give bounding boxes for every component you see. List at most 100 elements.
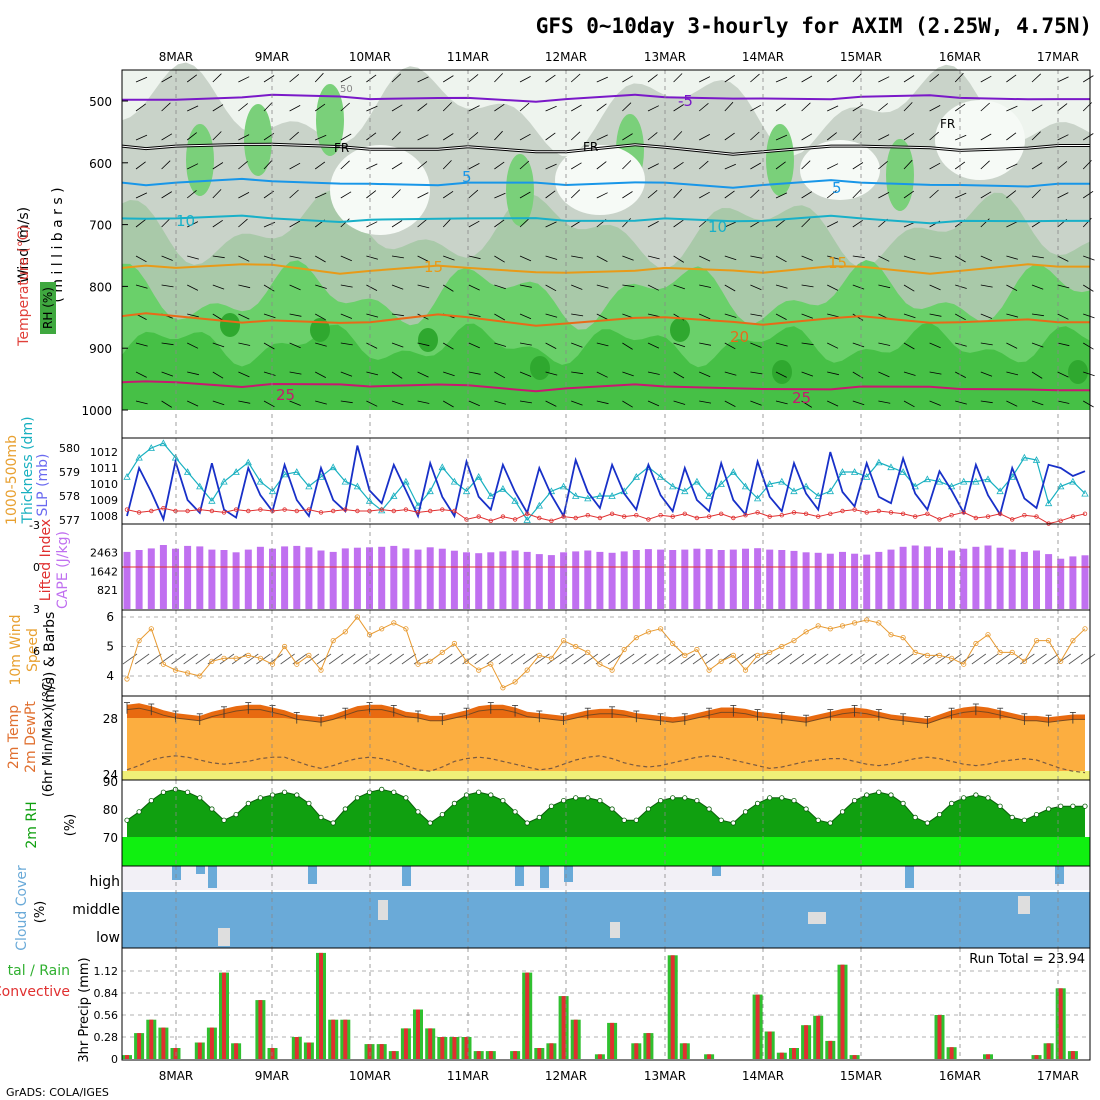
wind-barb xyxy=(622,284,635,288)
label-25-a: 25 xyxy=(276,386,295,404)
wind-barb xyxy=(826,74,838,83)
cloud-high-bar xyxy=(540,866,549,888)
wind-barb xyxy=(1031,73,1042,83)
wind-barb xyxy=(929,162,941,170)
thickness-marker xyxy=(196,482,204,490)
cape-bar xyxy=(438,548,446,609)
cape-bar xyxy=(572,551,580,609)
credit-text: GrADS: COLA/IGES xyxy=(6,1086,109,1099)
axis-ticks: 8MAR 8MAR 9MAR 9MAR 10MAR 10MAR 11MAR 11MAR 12MA… xyxy=(29,50,1079,1083)
wind-barb xyxy=(494,400,507,405)
wind-speed-marker xyxy=(985,632,991,638)
run-total: Run Total = 23.94 xyxy=(969,952,1085,967)
wind10-barb xyxy=(219,653,235,665)
wind-barb xyxy=(289,189,299,199)
wind-barb xyxy=(571,284,583,290)
wind-barb xyxy=(775,400,788,405)
wind-speed-marker xyxy=(657,626,664,632)
date-label-bottom: 13MAR xyxy=(644,1069,686,1083)
date-label-bottom: 11MAR xyxy=(447,1069,489,1083)
wind-barb xyxy=(596,400,609,405)
rh2m-marker xyxy=(1009,814,1015,821)
wind-speed-marker xyxy=(597,661,603,667)
wind-barb xyxy=(622,342,633,350)
thickness-marker xyxy=(572,492,580,499)
wind-barb xyxy=(699,400,712,404)
precip-rain-bar xyxy=(270,1048,275,1059)
wind10-barb xyxy=(231,653,247,665)
precip-rain-bar xyxy=(306,1042,311,1059)
wind-barb xyxy=(212,219,223,228)
rh2m-marker xyxy=(512,809,518,815)
wind-barb xyxy=(289,255,302,259)
wind-barb xyxy=(135,134,148,141)
cloud-gap xyxy=(808,912,826,924)
wind-barb xyxy=(468,105,480,112)
wind-barb xyxy=(417,284,430,289)
wind-barb xyxy=(647,284,659,291)
wind-barb xyxy=(417,161,428,170)
precip-rain-bar xyxy=(452,1037,457,1059)
wind-barb xyxy=(801,400,813,408)
ylabel-cloud-unit: (%) xyxy=(33,901,48,924)
lifted-index-marker xyxy=(136,510,142,515)
precip-tick-label: 0 xyxy=(111,1053,118,1066)
pressure-tick-label: 800 xyxy=(89,280,112,294)
wind-barb xyxy=(1031,284,1044,290)
precip-rain-bar xyxy=(319,952,323,1059)
cape-bar xyxy=(632,550,640,609)
thickness-marker xyxy=(123,472,131,480)
rh2m-marker xyxy=(924,820,931,826)
ylabel-rh: RH (%) xyxy=(41,287,55,329)
cape-bar xyxy=(620,551,628,609)
date-label-bottom: 9MAR xyxy=(255,1069,290,1083)
rh2m-marker xyxy=(948,800,955,807)
wind-speed-marker xyxy=(221,655,227,661)
thickness-marker xyxy=(147,444,155,451)
lifted-index-marker xyxy=(355,508,360,514)
wind-barb xyxy=(366,342,378,349)
wind-barb xyxy=(417,76,429,83)
thickness-marker xyxy=(511,496,519,504)
wind-barb xyxy=(161,400,173,408)
wind-barb xyxy=(673,104,684,112)
li-tick-label: 3 xyxy=(33,603,40,616)
precip-rain-bar xyxy=(755,994,760,1059)
thickness-marker xyxy=(875,458,883,466)
precip-rain-bar xyxy=(403,1028,408,1059)
wind-barb xyxy=(468,400,480,407)
wind-tick-label: 6 xyxy=(106,610,114,624)
chart-title: GFS 0~10day 3-hourly for AXIM (2.25W, 4.… xyxy=(536,14,1092,38)
wind-barb xyxy=(519,76,531,83)
date-label-top: 10MAR xyxy=(349,50,391,64)
thickness-marker xyxy=(584,494,592,502)
lifted-index-marker xyxy=(816,514,821,519)
cape-bar xyxy=(996,547,1004,609)
lifted-index-marker xyxy=(694,515,700,521)
lifted-index-marker xyxy=(973,515,979,521)
wind-barb xyxy=(596,134,608,141)
wind-barb xyxy=(263,159,273,170)
thickness-marker xyxy=(911,482,919,490)
wind-speed-marker xyxy=(730,652,736,659)
cape-bar xyxy=(196,546,204,609)
rh2m-marker xyxy=(876,789,882,795)
wind10-barb xyxy=(741,653,756,665)
precip-rain-bar xyxy=(937,1015,942,1059)
wind-barb xyxy=(238,218,248,228)
wind-barb xyxy=(545,400,557,407)
cape-bar xyxy=(305,547,313,609)
lifted-index-marker xyxy=(1058,518,1063,523)
wind-barb xyxy=(647,371,660,375)
wind-barb xyxy=(1031,313,1044,317)
cape-bar xyxy=(232,552,240,609)
wind-barb xyxy=(570,162,582,170)
wind-barb xyxy=(724,74,735,83)
thickness-marker xyxy=(863,472,871,480)
wind10-barb xyxy=(1008,653,1023,665)
thickness-marker xyxy=(972,477,980,485)
wind-barb xyxy=(750,313,763,317)
wind-barb xyxy=(929,342,941,349)
thickness-marker xyxy=(280,470,289,478)
wind-speed-marker xyxy=(524,667,530,673)
